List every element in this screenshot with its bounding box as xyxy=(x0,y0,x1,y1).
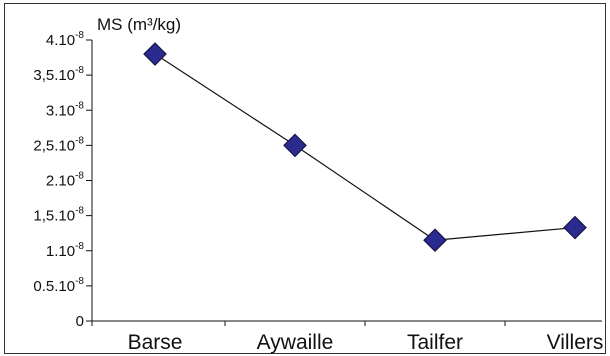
y-tick-label: 3,5.10-8 xyxy=(33,65,84,84)
y-tick-label: 2.10-8 xyxy=(46,171,85,190)
data-point xyxy=(143,42,167,66)
data-point xyxy=(283,133,307,158)
data-point xyxy=(563,215,587,240)
y-tick-label: 1,5.10-8 xyxy=(33,206,84,225)
y-tick-label: 0.5.10-8 xyxy=(33,276,84,295)
series-line xyxy=(154,53,576,241)
y-tick-label: 2,5.10-8 xyxy=(33,135,84,154)
y-tick-label: 3.10-8 xyxy=(46,100,85,119)
x-category-label: Villers xyxy=(547,331,604,354)
y-tick-label: 1.10-8 xyxy=(46,241,85,260)
y-tick-label: 0 xyxy=(76,313,84,330)
x-category-label: Tailfer xyxy=(407,331,463,354)
y-axis-label: MS (m³/kg) xyxy=(97,15,181,34)
data-point xyxy=(423,228,447,253)
chart-frame xyxy=(4,3,606,354)
x-category-label: Barse xyxy=(128,331,183,354)
x-categories: Barse Aywaille Tailfer Villers xyxy=(91,321,604,354)
series xyxy=(143,42,587,253)
y-ticks: 0 0.5.10-8 1.10-8 1,5.10-8 2.10-8 2,5.10-8 3.1… xyxy=(33,30,92,330)
y-tick-label: 4.10-8 xyxy=(46,30,85,49)
x-category-label: Aywaille xyxy=(257,331,334,354)
